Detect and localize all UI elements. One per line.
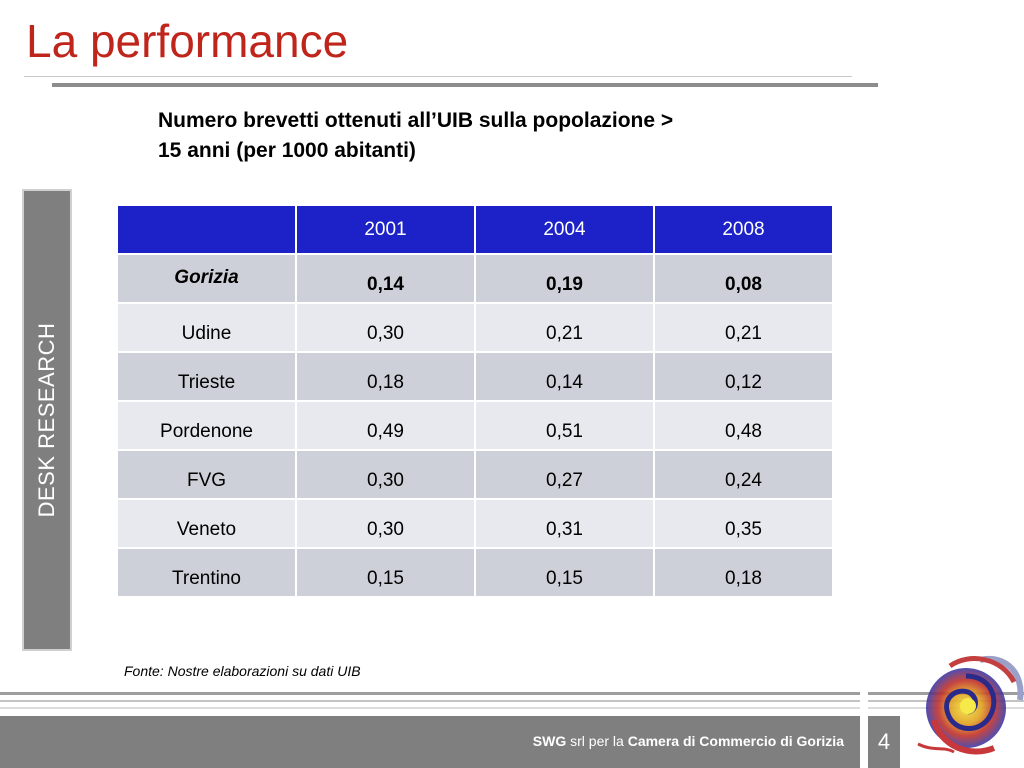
subtitle-line-2: 15 anni (per 1000 abitanti) [158,139,416,162]
value-cell-2004: 0,51 [474,400,655,451]
city-cell: Pordenone [116,400,297,451]
value-cell-2008: 0,24 [653,449,834,500]
value-cell-2001: 0,18 [295,351,476,402]
slide-title: La performance [26,15,349,67]
table-row: Trentino 0,15 0,15 0,18 [116,547,834,598]
value-cell-2001: 0,14 [295,253,476,304]
table-row: Trieste 0,18 0,14 0,12 [116,351,834,402]
footer-line [0,692,860,695]
footer-bar: SWG srl per la Camera di Commercio di Go… [0,716,860,768]
side-label: DESK RESEARCH [34,322,59,518]
value-cell-2001: 0,30 [295,498,476,549]
city-cell: Veneto [116,498,297,549]
value-cell-2001: 0,49 [295,400,476,451]
city-cell: FVG [116,449,297,500]
value-cell-2004: 0,31 [474,498,655,549]
table-row: Pordenone 0,49 0,51 0,48 [116,400,834,451]
side-panel [22,189,72,651]
header-cell-empty [116,204,297,255]
table-row: FVG 0,30 0,27 0,24 [116,449,834,500]
city-cell: Gorizia [116,253,297,304]
footer-line [0,700,860,702]
source-note: Fonte: Nostre elaborazioni su dati UIB [124,663,361,679]
value-cell-2004: 0,15 [474,547,655,598]
footer-client: Camera di Commercio di Gorizia [627,733,844,749]
value-cell-2004: 0,14 [474,351,655,402]
table-subtitle: Numero brevetti ottenuti all’UIB sulla p… [158,106,818,166]
value-cell-2004: 0,21 [474,302,655,353]
swirl-logo-icon [917,655,1024,755]
value-cell-2008: 0,35 [653,498,834,549]
value-cell-2008: 0,48 [653,400,834,451]
value-cell-2008: 0,12 [653,351,834,402]
value-cell-2008: 0,21 [653,302,834,353]
title-divider-thin [24,76,852,77]
city-cell: Udine [116,302,297,353]
footer-credit: SWG srl per la Camera di Commercio di Go… [533,733,844,749]
city-cell: Trentino [116,547,297,598]
table-row: Veneto 0,30 0,31 0,35 [116,498,834,549]
value-cell-2008: 0,18 [653,547,834,598]
value-cell-2008: 0,08 [653,253,834,304]
value-cell-2001: 0,30 [295,302,476,353]
table-header-row: 2001 2004 2008 [116,204,834,255]
patents-table: 2001 2004 2008 Gorizia 0,14 0,19 0,08 Ud… [116,204,834,598]
value-cell-2004: 0,19 [474,253,655,304]
value-cell-2001: 0,15 [295,547,476,598]
header-cell-2004: 2004 [474,204,655,255]
header-cell-2001: 2001 [295,204,476,255]
footer-middle: srl per la [566,733,628,749]
title-divider-thick [52,83,878,87]
footer-line [0,707,860,709]
footer-company: SWG [532,733,567,749]
value-cell-2001: 0,30 [295,449,476,500]
city-cell: Trieste [116,351,297,402]
page-number: 4 [868,716,900,768]
subtitle-line-1: Numero brevetti ottenuti all’UIB sulla p… [158,109,674,132]
table-row: Udine 0,30 0,21 0,21 [116,302,834,353]
header-cell-2008: 2008 [653,204,834,255]
value-cell-2004: 0,27 [474,449,655,500]
table-row: Gorizia 0,14 0,19 0,08 [116,253,834,304]
